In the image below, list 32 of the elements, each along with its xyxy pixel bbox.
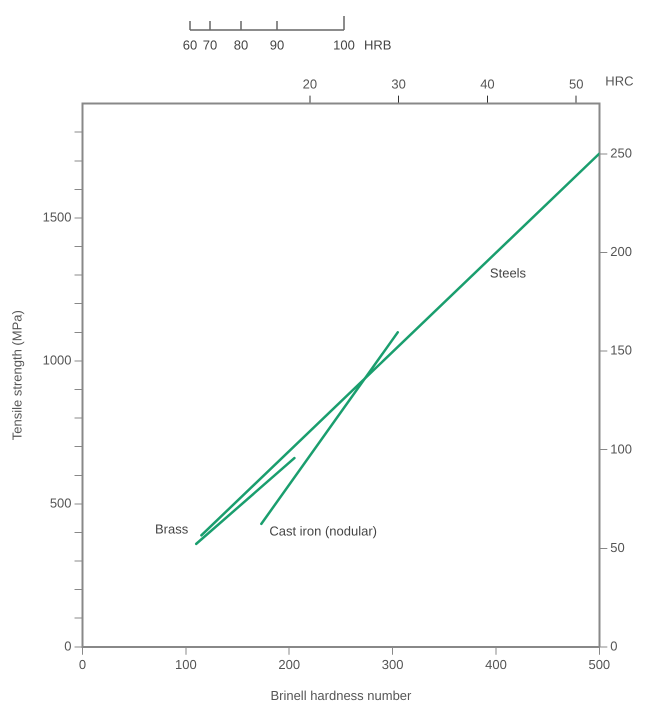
- text: 100: [333, 38, 355, 53]
- x-axis-title: Brinell hardness number: [270, 688, 412, 703]
- y-tick-label: 1500: [42, 210, 72, 225]
- y-tick-label: 500: [50, 495, 72, 510]
- text: 80: [234, 38, 248, 53]
- x2-tick-label: 30: [391, 76, 406, 92]
- series-label: Cast iron (nodular): [269, 523, 377, 538]
- x2-tick-label: 50: [568, 76, 584, 92]
- series-label: Steels: [490, 266, 527, 281]
- x-tick-label: 200: [278, 657, 300, 672]
- y2-tick-label: 100: [610, 441, 632, 456]
- y2-tick-label: 50: [610, 540, 625, 555]
- x-tick-label: 300: [382, 657, 404, 672]
- text: 90: [270, 38, 284, 53]
- x2-tick-label: 40: [480, 76, 495, 92]
- text: 70: [202, 38, 218, 53]
- y-tick-label: 0: [64, 638, 72, 654]
- x-tick-label: 100: [175, 657, 197, 672]
- y2-tick-label: 150: [610, 342, 632, 358]
- y-axis-title: Tensile strength (MPa): [9, 310, 24, 440]
- y2-tick-label: 250: [610, 146, 632, 161]
- x-tick-label: 400: [485, 657, 507, 672]
- y2-tick-label: 0: [610, 638, 618, 654]
- x-tick-label: 500: [588, 657, 610, 672]
- text: 60: [182, 38, 198, 53]
- x2-tick-label: 20: [302, 76, 318, 92]
- x-tick-label: 0: [78, 657, 86, 672]
- text: HRB: [364, 38, 392, 53]
- y2-tick-label: 200: [610, 244, 632, 260]
- y-tick-label: 1000: [42, 352, 72, 368]
- x2-axis-title: HRC: [605, 74, 634, 89]
- series-label: Brass: [154, 521, 189, 536]
